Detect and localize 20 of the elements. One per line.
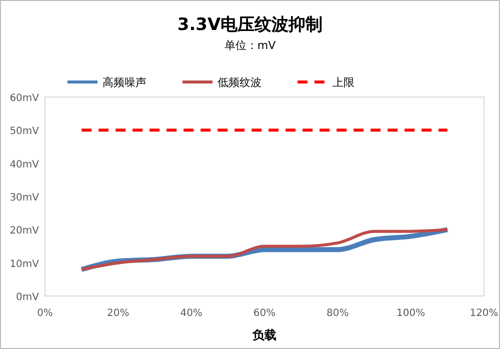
y-tick-label: 20mV [10,226,40,237]
x-tick-label: 60% [253,308,276,319]
chart-title: 3.3V电压纹波抑制 [177,15,323,35]
y-tick-label: 40mV [10,159,40,170]
y-tick-label: 50mV [10,126,40,138]
x-tick-label: 120% [470,308,498,319]
y-tick-label: 30mV [10,192,40,204]
y-tick-label: 0mV [16,292,40,303]
y-tick-label: 60mV [10,93,40,104]
legend-label: 高频噪声 [102,76,146,89]
x-tick-label: 20% [107,308,130,319]
legend-label: 低频纹波 [218,76,262,89]
x-axis-title: 负载 [252,328,276,342]
x-tick-label: 80% [326,308,349,319]
chart-subtitle: 单位：mV [224,39,276,52]
y-tick-label: 10mV [10,258,40,270]
legend-label: 上限 [332,76,354,89]
x-tick-label: 100% [396,308,426,319]
x-tick-label: 0% [37,308,53,319]
x-tick-label: 40% [180,308,202,319]
